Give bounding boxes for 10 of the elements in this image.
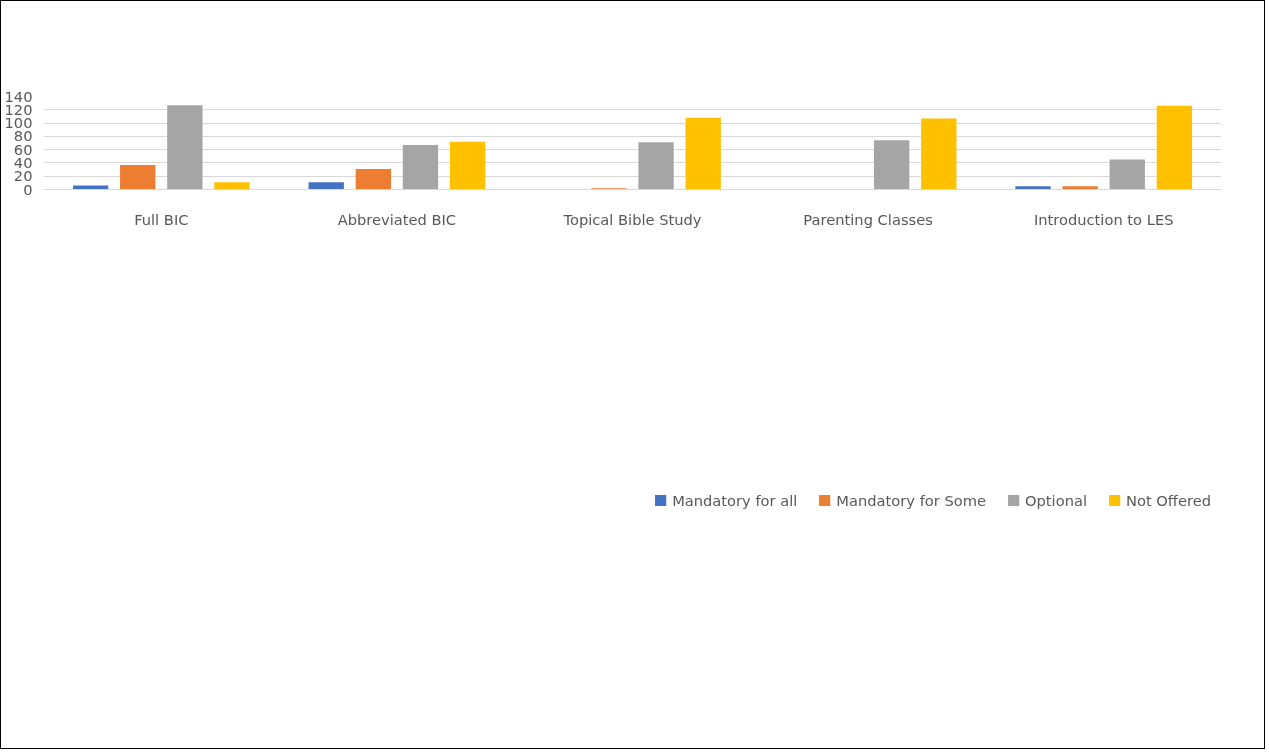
legend-label: Mandatory for Some — [836, 491, 987, 509]
y-tick-label: 140 — [4, 87, 33, 105]
x-tick-label: Parenting Classes — [803, 210, 933, 228]
legend-label: Not Offered — [1125, 491, 1211, 509]
x-tick-label: Introduction to LES — [1033, 210, 1174, 228]
legend-label: Optional — [1025, 491, 1087, 509]
legend-label: Mandatory for all — [672, 491, 798, 509]
x-tick-label: Topical Bible Study — [562, 210, 702, 228]
x-tick-label: Full BIC — [134, 210, 189, 228]
x-tick-label: Abbreviated BIC — [337, 210, 457, 228]
